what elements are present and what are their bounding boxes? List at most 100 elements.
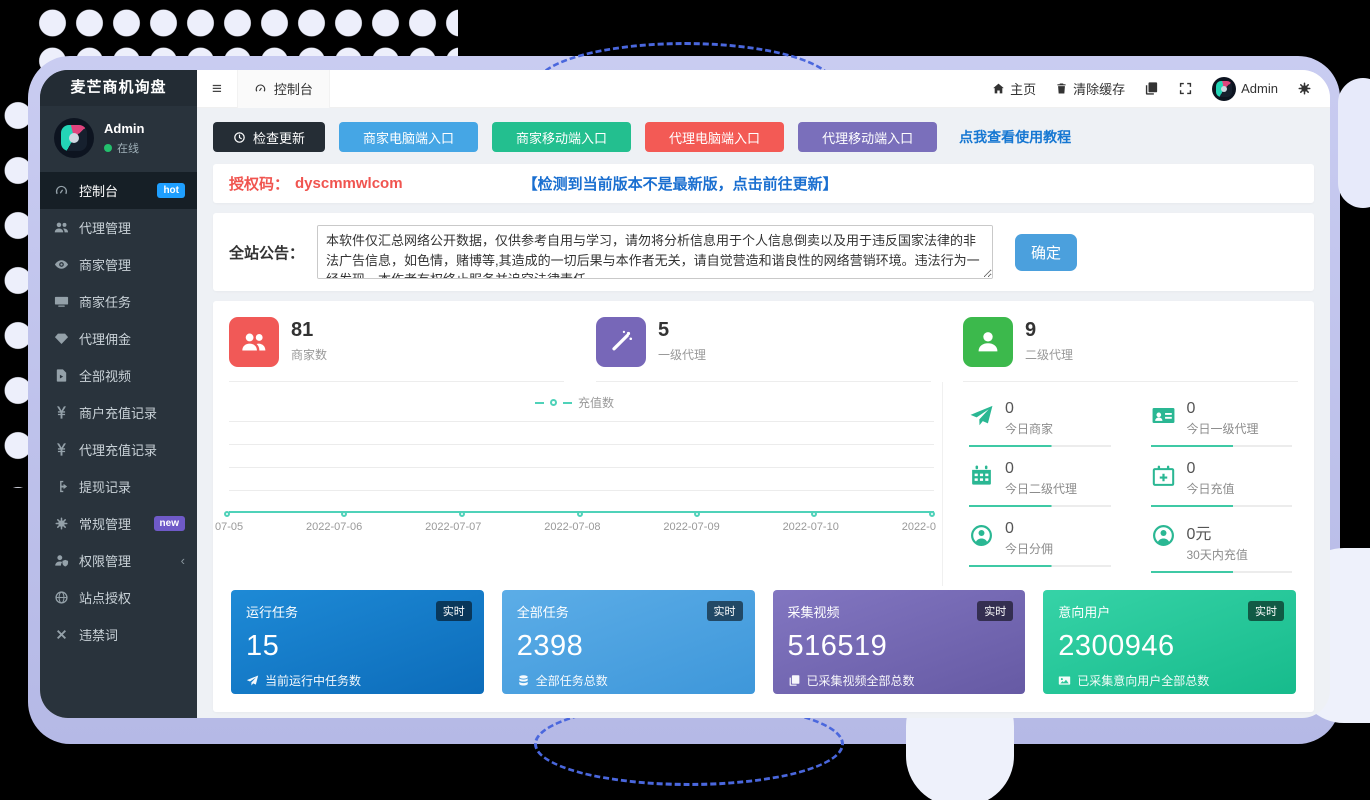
check-update-button[interactable]: 检查更新 (213, 122, 326, 152)
user-status: 在线 (117, 142, 139, 155)
sidebar-item-merchant-management[interactable]: 商家管理 (40, 246, 197, 283)
agent-mobile-entry-button[interactable]: 代理移动端入口 (798, 122, 938, 152)
cogs-icon (54, 516, 69, 531)
sidebar-item-all-videos[interactable]: 全部视频 (40, 357, 197, 394)
progress-underline (1150, 445, 1292, 447)
id-card-icon (1151, 403, 1176, 428)
calendar-icon (969, 463, 994, 488)
top-navbar: ≡ 控制台 主页 清除缓存 (197, 70, 1330, 108)
today-label: 今日商家 (1005, 422, 1054, 436)
card-title: 全部任务 (516, 605, 569, 620)
clear-cache-label: 清除缓存 (1073, 82, 1126, 97)
check-update-label: 检查更新 (253, 130, 306, 146)
tab-console[interactable]: 控制台 (236, 70, 330, 108)
today-label: 今日二级代理 (1005, 482, 1078, 496)
license-label: 授权码： (229, 176, 290, 193)
recharge-line-chart: 充值数 (213, 382, 942, 586)
sidebar-item-label: 代理佣金 (79, 332, 132, 347)
stat-level2-agents: 9 二级代理 (963, 305, 1298, 382)
stat-label: 一级代理 (658, 348, 707, 362)
clear-cache-link[interactable]: 清除缓存 (1055, 79, 1125, 98)
today-level1-agents: 0 今日一级代理 (1150, 400, 1292, 460)
card-footer-label: 已采集视频全部总数 (806, 674, 915, 688)
sidebar-item-label: 商户充值记录 (79, 406, 158, 421)
update-notice-link[interactable]: 【检测到当前版本不是最新版，点击前往更新】 (522, 176, 838, 193)
card-footer-label: 已采集意向用户全部总数 (1077, 674, 1210, 688)
today-value: 0 (1186, 400, 1196, 417)
announcement-textarea[interactable]: 本软件仅汇总网络公开数据，仅供参考自用与学习，请勿将分析信息用于个人信息倒卖以及… (317, 225, 993, 279)
chart-point (224, 511, 230, 517)
video-file-icon (54, 368, 69, 383)
x-tick: 2022-07-06 (306, 521, 363, 533)
sidebar-item-agent-commission[interactable]: 代理佣金 (40, 320, 197, 357)
user-menu[interactable]: Admin (1212, 76, 1278, 101)
database-icon (517, 674, 530, 687)
today-label: 今日一级代理 (1186, 422, 1259, 436)
users-icon (54, 220, 69, 235)
sidebar-item-site-authorization[interactable]: 站点授权 (40, 579, 197, 616)
today-label: 今日分佣 (1005, 542, 1054, 556)
sidebar-item-general-management[interactable]: 常规管理 new (40, 505, 197, 542)
x-tick: 2022-0 (901, 521, 936, 533)
copy-icon[interactable] (1144, 81, 1159, 96)
sidebar-item-withdrawal-records[interactable]: 提现记录 (40, 468, 197, 505)
x-tick: 2022-07-10 (782, 521, 839, 533)
chart-point (693, 511, 700, 517)
yen-icon (54, 442, 69, 457)
sidebar-item-banned-words[interactable]: 违禁词 (40, 616, 197, 653)
sidebar-item-label: 商家管理 (79, 258, 132, 273)
sidebar-item-merchant-tasks[interactable]: 商家任务 (40, 283, 197, 320)
collected-videos-card[interactable]: 采集视频 实时 516519 已采集视频全部总数 (772, 590, 1026, 694)
hamburger-menu-icon[interactable]: ≡ (212, 78, 222, 98)
sidebar-item-merchant-recharge-records[interactable]: 商户充值记录 (40, 394, 197, 431)
avatar (54, 118, 94, 158)
sidebar-user-panel[interactable]: Admin 在线 (40, 106, 197, 172)
merchant-mobile-entry-button[interactable]: 商家移动端入口 (492, 122, 632, 152)
confirm-button[interactable]: 确定 (1015, 233, 1078, 271)
tv-icon (54, 294, 69, 309)
sidebar-item-console[interactable]: 控制台 hot (40, 172, 197, 209)
today-stats-panel: 0 今日商家 0 今日一级代理 (942, 382, 1314, 586)
sidebar-item-label: 违禁词 (79, 628, 119, 643)
user-shield-icon (54, 553, 69, 568)
realtime-badge: 实时 (706, 601, 743, 621)
card-title: 采集视频 (787, 605, 840, 620)
globe-icon (54, 590, 69, 605)
intent-users-card[interactable]: 意向用户 实时 2300946 已采集意向用户全部总数 (1043, 590, 1296, 694)
running-tasks-card[interactable]: 运行任务 实时 15 当前运行中任务数 (231, 590, 484, 694)
fullscreen-icon[interactable] (1178, 81, 1193, 96)
copy-icon (788, 674, 801, 687)
chart-and-today-row: 充值数 (213, 382, 1314, 586)
calendar-plus-icon (1151, 463, 1176, 488)
chart-point (929, 511, 935, 517)
app-window: 麦芒商机询盘 Admin 在线 控制台 hot 代理管理 (40, 70, 1330, 718)
stat-level1-agents: 5 一级代理 (596, 305, 931, 382)
new-badge: new (153, 516, 185, 531)
merchant-pc-entry-button[interactable]: 商家电脑端入口 (339, 122, 479, 152)
card-footer-label: 全部任务总数 (535, 674, 608, 688)
user-circle-icon (969, 523, 994, 548)
sidebar-item-label: 商家任务 (79, 295, 132, 310)
realtime-badge: 实时 (1248, 601, 1284, 621)
progress-underline (969, 565, 1111, 567)
all-tasks-card[interactable]: 全部任务 实时 2398 全部任务总数 (501, 590, 755, 694)
chart-x-axis-labels: 07-05 2022-07-06 2022-07-07 2022-07-08 2… (215, 521, 936, 533)
home-link[interactable]: 主页 (992, 79, 1036, 98)
sidebar-item-agent-recharge-records[interactable]: 代理充值记录 (40, 431, 197, 468)
image-icon (1058, 674, 1071, 687)
sidebar-item-label: 提现记录 (79, 480, 132, 495)
sidebar-item-agent-management[interactable]: 代理管理 (40, 209, 197, 246)
sidebar-item-permission-management[interactable]: 权限管理 ‹ (40, 542, 197, 579)
chevron-left-icon: ‹ (180, 553, 185, 568)
home-icon (992, 82, 1005, 95)
settings-gear-icon[interactable] (1297, 81, 1312, 96)
today-value: 0 (1005, 400, 1014, 417)
agent-pc-entry-button[interactable]: 代理电脑端入口 (645, 122, 785, 152)
chart-legend[interactable]: 充值数 (213, 394, 936, 411)
tutorial-link[interactable]: 点我查看使用教程 (959, 129, 1072, 145)
card-title: 运行任务 (246, 605, 299, 620)
sidebar-item-label: 站点授权 (79, 591, 132, 606)
user-name: Admin (1241, 81, 1278, 96)
x-tick: 2022-07-08 (544, 521, 601, 533)
realtime-badge: 实时 (977, 601, 1014, 621)
